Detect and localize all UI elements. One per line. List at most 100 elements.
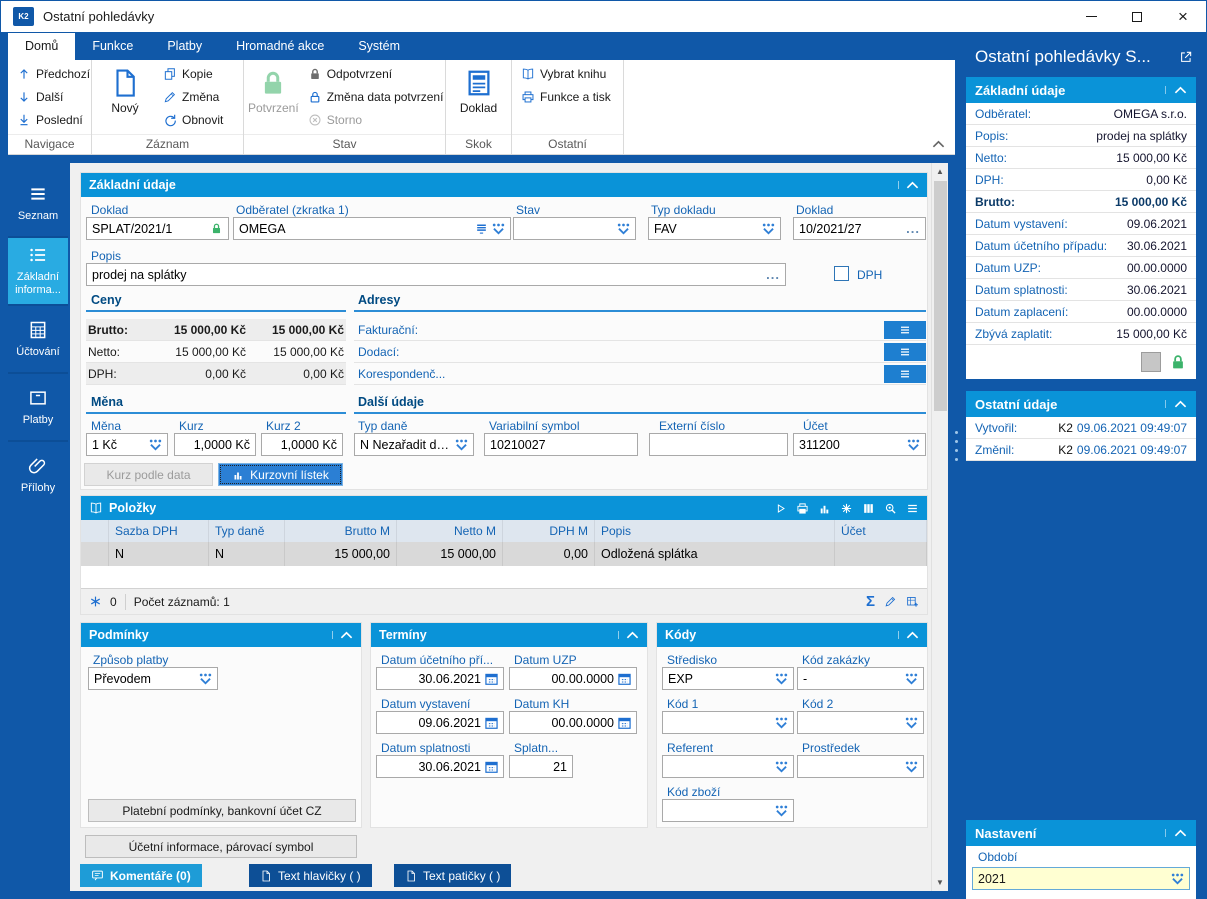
address-menu-button[interactable] (884, 342, 926, 361)
payment-conditions-button[interactable]: Platební podmínky, bankovní účet CZ (88, 799, 356, 822)
asterisk-icon[interactable] (89, 595, 102, 608)
dropdown-icon[interactable] (455, 439, 468, 451)
calendar-icon[interactable] (618, 716, 631, 729)
dropdown-icon[interactable] (905, 761, 918, 773)
dropdown-icon[interactable] (492, 223, 505, 235)
dropdown-icon[interactable] (775, 805, 788, 817)
calendar-icon[interactable] (618, 672, 631, 685)
edit-icon[interactable] (884, 595, 897, 608)
change-confirm-date-button[interactable]: Změna data potvrzení (303, 86, 449, 108)
stack-icon[interactable] (475, 222, 488, 235)
dropdown-icon[interactable] (1171, 873, 1184, 885)
doc-number-input[interactable]: 10/2021/27 ... (793, 217, 926, 240)
address-menu-button[interactable] (884, 320, 926, 339)
minimize-button[interactable] (1068, 1, 1114, 32)
period-input[interactable]: 2021 (972, 867, 1190, 890)
col-sazba-dph[interactable]: Sazba DPH (109, 520, 209, 542)
table-add-icon[interactable] (906, 595, 919, 608)
order-code-input[interactable]: - (797, 667, 924, 690)
collapse-chevron-icon[interactable] (618, 631, 639, 639)
collapse-chevron-icon[interactable] (898, 631, 919, 639)
columns-icon[interactable] (862, 502, 875, 515)
external-link-icon[interactable] (1179, 50, 1193, 64)
collapse-chevron-icon[interactable] (332, 631, 353, 639)
confirm-button[interactable]: Potvrzení (248, 63, 299, 134)
unconfirm-button[interactable]: Odpotvrzení (303, 63, 449, 85)
dropdown-icon[interactable] (907, 439, 920, 451)
dropdown-icon[interactable] (775, 761, 788, 773)
dropdown-icon[interactable] (149, 439, 162, 451)
previous-button[interactable]: Předchozí (12, 63, 95, 85)
menu-icon[interactable] (906, 502, 919, 515)
goods-code-input[interactable] (662, 799, 794, 822)
maximize-button[interactable] (1114, 1, 1160, 32)
printer-icon[interactable] (796, 502, 809, 515)
payment-method-input[interactable]: Převodem (88, 667, 218, 690)
sidebar-item-zakladni-informace[interactable]: Základní informa... (8, 238, 68, 304)
calendar-icon[interactable] (485, 672, 498, 685)
dropdown-icon[interactable] (617, 223, 630, 235)
cost-center-input[interactable]: EXP (662, 667, 794, 690)
table-row[interactable]: N N 15 000,00 15 000,00 0,00 Odložená sp… (81, 542, 927, 566)
last-button[interactable]: Poslední (12, 109, 95, 131)
next-button[interactable]: Další (12, 86, 95, 108)
col-dph-m[interactable]: DPH M (503, 520, 595, 542)
header-text-tab[interactable]: Text hlavičky ( ) (249, 864, 372, 887)
doc-type-input[interactable]: FAV (648, 217, 781, 240)
sidebar-item-uctovani[interactable]: Účtování (8, 306, 68, 372)
state-input[interactable] (513, 217, 636, 240)
tab-platby[interactable]: Platby (167, 39, 203, 53)
due-date-input[interactable]: 30.06.2021 (376, 755, 504, 778)
collapse-chevron-icon[interactable] (898, 181, 919, 189)
accounting-info-button[interactable]: Účetní informace, párovací symbol (85, 835, 357, 858)
sidebar-item-seznam[interactable]: Seznam (8, 170, 68, 236)
collapse-chevron-icon[interactable] (1165, 829, 1187, 837)
address-menu-button[interactable] (884, 364, 926, 383)
document-jump-button[interactable]: Doklad (450, 63, 507, 134)
ellipsis-button[interactable]: ... (906, 221, 920, 236)
kh-date-input[interactable]: 00.00.0000 (509, 711, 637, 734)
scroll-down-button[interactable]: ▼ (936, 878, 944, 887)
dph-checkbox[interactable] (834, 266, 849, 281)
dropdown-icon[interactable] (905, 717, 918, 729)
panel-splitter[interactable] (955, 440, 958, 443)
ellipsis-button[interactable]: ... (766, 267, 780, 282)
code1-input[interactable] (662, 711, 794, 734)
scroll-up-button[interactable]: ▲ (936, 167, 944, 176)
tab-funkce[interactable]: Funkce (92, 39, 134, 53)
rate-by-date-button[interactable]: Kurz podle data (84, 463, 213, 486)
dropdown-icon[interactable] (762, 223, 775, 235)
footer-text-tab[interactable]: Text patičky ( ) (394, 864, 512, 887)
zoom-gear-icon[interactable] (884, 502, 897, 515)
refresh-button[interactable]: Obnovit (158, 109, 228, 131)
sidebar-item-platby[interactable]: Platby (8, 374, 68, 440)
exchange-list-button[interactable]: Kurzovní lístek (218, 463, 343, 486)
currency-input[interactable]: 1 Kč (86, 433, 168, 456)
new-button[interactable]: Nový (96, 63, 154, 134)
play-icon[interactable] (774, 502, 787, 515)
copy-button[interactable]: Kopie (158, 63, 228, 85)
ribbon-collapse-icon[interactable] (932, 140, 945, 148)
fan-icon[interactable] (840, 502, 853, 515)
calendar-icon[interactable] (485, 760, 498, 773)
change-button[interactable]: Změna (158, 86, 228, 108)
functions-print-button[interactable]: Funkce a tisk (516, 86, 616, 108)
issue-date-input[interactable]: 09.06.2021 (376, 711, 504, 734)
col-ucet[interactable]: Účet (835, 520, 927, 542)
due-days-input[interactable]: 21 (509, 755, 573, 778)
rate-input[interactable]: 1,0000 Kč (174, 433, 256, 456)
tab-domu[interactable]: Domů (8, 33, 76, 60)
col-popis[interactable]: Popis (595, 520, 835, 542)
dropdown-icon[interactable] (775, 717, 788, 729)
collapse-chevron-icon[interactable] (1165, 400, 1187, 408)
description-input[interactable]: prodej na splátky ... (86, 263, 786, 286)
sidebar-item-prilohy[interactable]: Přílohy (8, 442, 68, 508)
tab-hromadne-akce[interactable]: Hromadné akce (236, 39, 325, 53)
code2-input[interactable] (797, 711, 924, 734)
vertical-scrollbar[interactable]: ▲ ▼ (931, 163, 948, 891)
select-book-button[interactable]: Vybrat knihu (516, 63, 616, 85)
col-brutto-m[interactable]: Brutto M (285, 520, 397, 542)
customer-input[interactable]: OMEGA (233, 217, 511, 240)
storno-button[interactable]: Storno (303, 109, 449, 131)
dropdown-icon[interactable] (905, 673, 918, 685)
